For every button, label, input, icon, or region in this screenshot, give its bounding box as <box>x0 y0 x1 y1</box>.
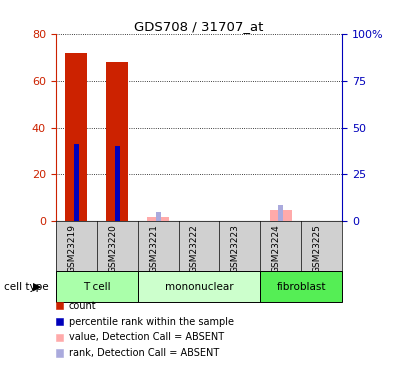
Text: value, Detection Call = ABSENT: value, Detection Call = ABSENT <box>69 332 224 342</box>
Text: count: count <box>69 301 96 311</box>
Bar <box>260 271 342 302</box>
Text: percentile rank within the sample: percentile rank within the sample <box>69 316 234 327</box>
Text: GSM23221: GSM23221 <box>149 224 158 273</box>
Bar <box>106 62 129 221</box>
Text: rank, Detection Call = ABSENT: rank, Detection Call = ABSENT <box>69 348 219 358</box>
Bar <box>74 144 79 221</box>
Bar <box>65 53 88 221</box>
Text: GSM23224: GSM23224 <box>272 224 281 273</box>
Text: fibroblast: fibroblast <box>277 282 326 291</box>
Text: GSM23222: GSM23222 <box>190 224 199 273</box>
Text: GSM23220: GSM23220 <box>108 224 117 273</box>
Bar <box>279 205 283 221</box>
Bar <box>147 217 169 221</box>
Text: GSM23223: GSM23223 <box>231 224 240 273</box>
Text: GSM23225: GSM23225 <box>313 224 322 273</box>
Bar <box>269 210 292 221</box>
Bar <box>115 146 119 221</box>
Text: cell type: cell type <box>4 282 49 291</box>
Bar <box>156 212 160 221</box>
Text: mononuclear: mononuclear <box>165 282 233 291</box>
Text: T cell: T cell <box>83 282 111 291</box>
Bar <box>138 271 260 302</box>
Title: GDS708 / 31707_at: GDS708 / 31707_at <box>134 20 264 33</box>
Text: GSM23219: GSM23219 <box>67 224 76 273</box>
Text: ▶: ▶ <box>33 282 42 291</box>
Bar <box>56 271 138 302</box>
